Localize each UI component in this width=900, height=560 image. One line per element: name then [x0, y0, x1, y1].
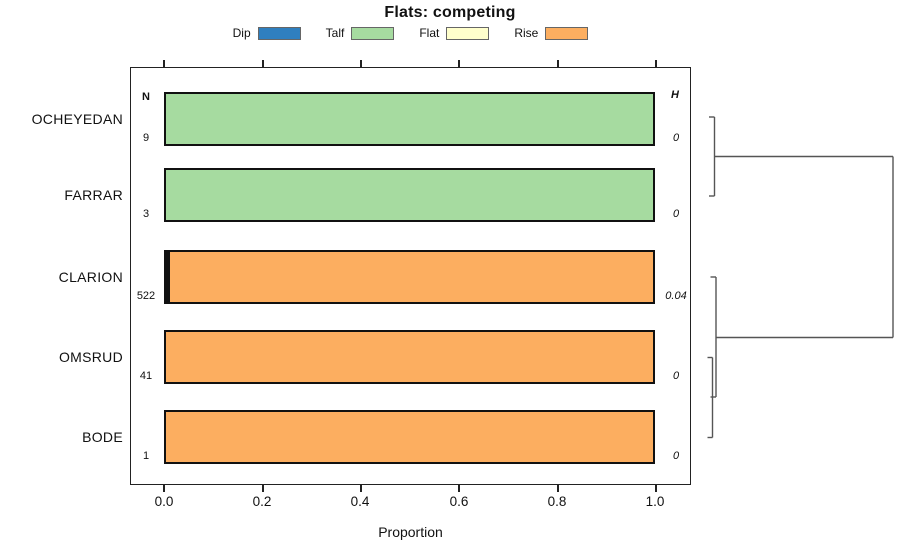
x-tick-top-4 — [557, 60, 559, 67]
x-tick-label-0: 0.0 — [154, 494, 174, 509]
x-tick-top-1 — [262, 60, 264, 67]
legend-swatch-rise — [545, 26, 589, 40]
bar-farrar — [164, 168, 655, 222]
n-value-farrar: 3 — [142, 208, 150, 220]
h-column-header: H — [671, 89, 679, 101]
legend-label-talf: Talf — [325, 26, 345, 40]
row-farrar: FARRAR 3 0 — [0, 168, 900, 222]
x-tick-bottom-5 — [655, 485, 657, 492]
row-label-bode: BODE — [82, 429, 123, 445]
h-value-bode: 0 — [672, 450, 680, 462]
h-value-clarion: 0.04 — [665, 290, 687, 302]
h-value-ocheyedan: 0 — [672, 132, 680, 144]
legend-swatch-talf — [351, 26, 395, 40]
x-tick-top-0 — [163, 60, 165, 67]
n-value-omsrud: 41 — [139, 370, 153, 382]
n-value-ocheyedan: 9 — [142, 132, 150, 144]
x-tick-label-3: 0.6 — [449, 494, 469, 509]
legend-item-dip: Dip — [233, 26, 301, 40]
h-value-farrar: 0 — [672, 208, 680, 220]
legend-label-flat: Flat — [419, 26, 440, 40]
h-value-omsrud: 0 — [672, 370, 680, 382]
x-tick-label-2: 0.4 — [350, 494, 370, 509]
bar-bode — [164, 410, 655, 464]
row-label-omsrud: OMSRUD — [58, 349, 123, 365]
x-tick-bottom-1 — [262, 485, 264, 492]
row-clarion: CLARION 522 0.04 — [0, 250, 900, 304]
row-label-ocheyedan: OCHEYEDAN — [31, 111, 123, 127]
row-omsrud: OMSRUD 41 0 — [0, 330, 900, 384]
x-tick-top-5 — [655, 60, 657, 67]
legend: Dip Talf Flat Rise — [130, 24, 691, 42]
legend-swatch-dip — [257, 26, 301, 40]
n-value-bode: 1 — [142, 450, 150, 462]
legend-item-rise: Rise — [514, 26, 589, 40]
bar-segment-dip-tiny — [166, 252, 170, 302]
x-tick-bottom-4 — [557, 485, 559, 492]
chart-title: Flats: competing — [384, 4, 516, 21]
legend-swatch-flat — [446, 26, 490, 40]
x-tick-top-3 — [458, 60, 460, 67]
bar-ocheyedan — [164, 92, 655, 146]
row-label-clarion: CLARION — [58, 269, 123, 285]
x-tick-bottom-2 — [360, 485, 362, 492]
row-ocheyedan: OCHEYEDAN 9 0 — [0, 92, 900, 146]
x-tick-bottom-3 — [458, 485, 460, 492]
x-tick-label-4: 0.8 — [547, 494, 567, 509]
x-tick-bottom-0 — [163, 485, 165, 492]
legend-label-rise: Rise — [514, 26, 539, 40]
row-bode: BODE 1 0 — [0, 410, 900, 464]
x-tick-top-2 — [360, 60, 362, 67]
n-column-header: N — [142, 91, 150, 103]
bar-omsrud — [164, 330, 655, 384]
legend-item-talf: Talf — [326, 26, 395, 40]
n-value-clarion: 522 — [136, 290, 156, 302]
legend-item-flat: Flat — [419, 26, 490, 40]
row-label-farrar: FARRAR — [64, 187, 123, 203]
x-tick-label-1: 0.2 — [252, 494, 272, 509]
x-axis-title: Proportion — [378, 524, 443, 540]
legend-label-dip: Dip — [232, 26, 251, 40]
bar-clarion — [164, 250, 655, 304]
x-tick-label-5: 1.0 — [645, 494, 665, 509]
